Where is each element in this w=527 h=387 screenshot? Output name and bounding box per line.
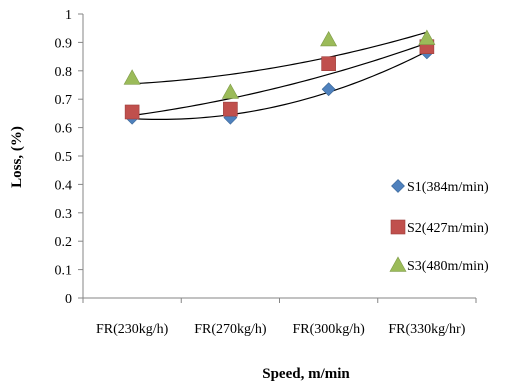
trendline-series-1 — [132, 50, 428, 121]
y-tick-label: 0.9 — [55, 36, 73, 51]
data-point-series-1 — [321, 82, 336, 97]
data-point-series-3 — [221, 83, 239, 99]
data-point-series-2 — [223, 101, 238, 117]
data-point-series-2 — [321, 56, 336, 72]
y-tick-label: 1 — [65, 8, 72, 23]
data-point-series-3 — [418, 29, 436, 45]
y-tick-label: 0.6 — [55, 122, 73, 137]
x-tick-label: FR(230kg/h) — [96, 322, 169, 337]
y-tick-label: 0 — [65, 292, 72, 307]
trendline-series-2 — [132, 42, 428, 117]
trendline-series-3 — [132, 31, 428, 85]
legend-label-series-2: S2(427m/min) — [407, 221, 489, 236]
legend-label-series-3: S3(480m/min) — [407, 259, 489, 274]
y-tick-label: 0.3 — [55, 207, 73, 222]
x-axis-title: Speed, m/min — [262, 366, 350, 382]
data-point-series-3 — [320, 30, 338, 47]
y-axis-title: Loss, (%) — [9, 126, 25, 188]
x-tick-label: FR(300kg/h) — [292, 322, 365, 337]
trendlines — [132, 31, 428, 121]
legend-marker-series-3 — [389, 256, 407, 272]
y-tick-label: 0.1 — [55, 264, 73, 279]
legend-marker-series-1 — [391, 179, 405, 193]
y-tick-label: 0.4 — [55, 178, 73, 193]
legend-label-series-1: S1(384m/min) — [407, 180, 489, 195]
x-tick-label: FR(270kg/h) — [194, 322, 267, 337]
y-tick-label: 0.8 — [55, 65, 73, 80]
legend-marker-series-2 — [390, 219, 406, 235]
data-point-series-2 — [124, 104, 140, 120]
data-point-series-3 — [123, 69, 141, 85]
legend: S1(384m/min) S2(427m/min) S3(480m/min) — [389, 179, 489, 274]
axes: 0 0.1 0.2 0.3 0.4 0.5 0.6 0.7 0.8 0.9 1 FR(230kg/h)… — [55, 8, 477, 337]
y-tick-label: 0.7 — [55, 93, 73, 108]
data-marks — [123, 29, 436, 125]
y-tick-label: 0.5 — [55, 150, 73, 165]
y-tick-label: 0.2 — [55, 235, 73, 250]
x-tick-label: FR(330kg/hr) — [388, 322, 465, 337]
